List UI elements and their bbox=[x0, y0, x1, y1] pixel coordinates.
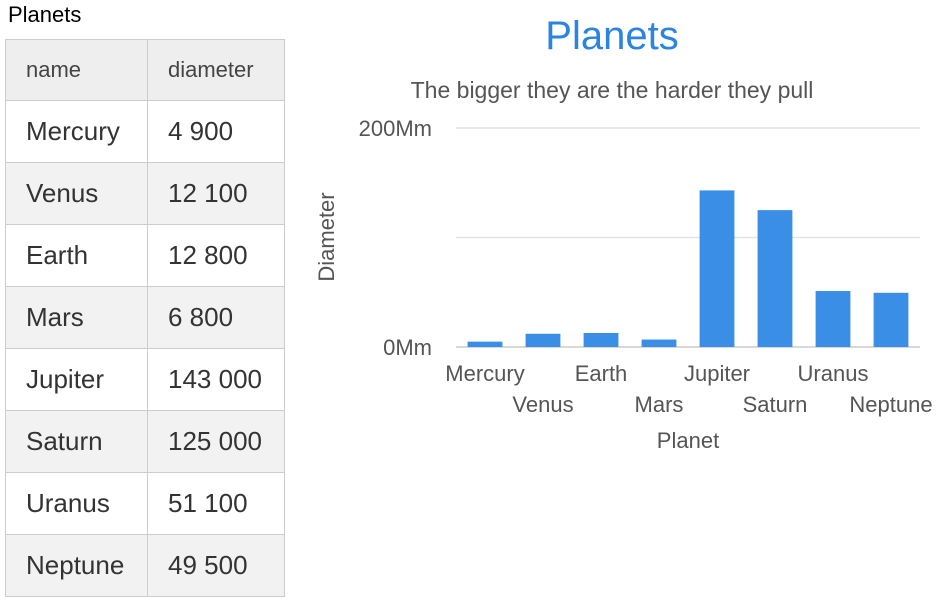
x-tick-label: Mercury bbox=[445, 361, 524, 386]
bar-venus bbox=[525, 333, 561, 347]
planet-name-cell: Saturn bbox=[5, 410, 148, 473]
planet-diameter-cell: 51 100 bbox=[147, 472, 285, 535]
planet-diameter-cell: 143 000 bbox=[147, 348, 285, 411]
x-tick-label: Mars bbox=[635, 392, 684, 417]
table-header-row: name diameter bbox=[5, 39, 285, 101]
chart-subtitle: The bigger they are the harder they pull bbox=[411, 77, 814, 103]
column-header-diameter: diameter bbox=[147, 39, 285, 101]
x-axis-label: Planet bbox=[657, 428, 719, 453]
planet-diameter-cell: 4 900 bbox=[147, 100, 285, 163]
column-header-name: name bbox=[5, 39, 148, 101]
table-row: Venus 12 100 bbox=[5, 162, 285, 225]
planet-name-cell: Earth bbox=[5, 224, 148, 287]
table-row: Uranus 51 100 bbox=[5, 472, 285, 535]
planet-name-cell: Neptune bbox=[5, 534, 148, 597]
table-row: Saturn 125 000 bbox=[5, 410, 285, 473]
bar-earth bbox=[583, 332, 619, 347]
bar-jupiter bbox=[699, 190, 735, 347]
planet-name-cell: Jupiter bbox=[5, 348, 148, 411]
planet-diameter-cell: 12 800 bbox=[147, 224, 285, 287]
bar-chart: Planets The bigger they are the harder t… bbox=[314, 14, 933, 453]
y-tick-label: 200Mm bbox=[359, 116, 432, 141]
x-tick-label: Neptune bbox=[849, 392, 932, 417]
y-axis-label: Diameter bbox=[314, 192, 339, 281]
planet-diameter-cell: 12 100 bbox=[147, 162, 285, 225]
planet-name-cell: Venus bbox=[5, 162, 148, 225]
table-caption: Planets bbox=[8, 2, 82, 27]
table-row: Earth 12 800 bbox=[5, 224, 285, 287]
table-row: Mercury 4 900 bbox=[5, 100, 285, 163]
x-tick-label: Saturn bbox=[743, 392, 808, 417]
bar-mercury bbox=[467, 341, 503, 347]
planet-name-cell: Mars bbox=[5, 286, 148, 349]
planet-name-cell: Uranus bbox=[5, 472, 148, 535]
bar-neptune bbox=[873, 292, 909, 347]
planet-diameter-cell: 125 000 bbox=[147, 410, 285, 473]
planet-name-cell: Mercury bbox=[5, 100, 148, 163]
bar-mars bbox=[641, 339, 677, 347]
table-row: Mars 6 800 bbox=[5, 286, 285, 349]
planet-diameter-cell: 49 500 bbox=[147, 534, 285, 597]
planet-diameter-cell: 6 800 bbox=[147, 286, 285, 349]
x-tick-label: Earth bbox=[575, 361, 628, 386]
bar-uranus bbox=[815, 291, 851, 347]
chart-title: Planets bbox=[545, 14, 678, 58]
y-tick-label: 0Mm bbox=[383, 335, 432, 360]
table-row: Neptune 49 500 bbox=[5, 534, 285, 597]
bar-saturn bbox=[757, 210, 793, 347]
x-tick-label: Uranus bbox=[798, 361, 869, 386]
x-tick-label: Venus bbox=[512, 392, 573, 417]
planets-table: name diameter Mercury 4 900 Venus 12 100 Ear… bbox=[5, 39, 285, 597]
table-row: Jupiter 143 000 bbox=[5, 348, 285, 411]
x-tick-label: Jupiter bbox=[684, 361, 750, 386]
